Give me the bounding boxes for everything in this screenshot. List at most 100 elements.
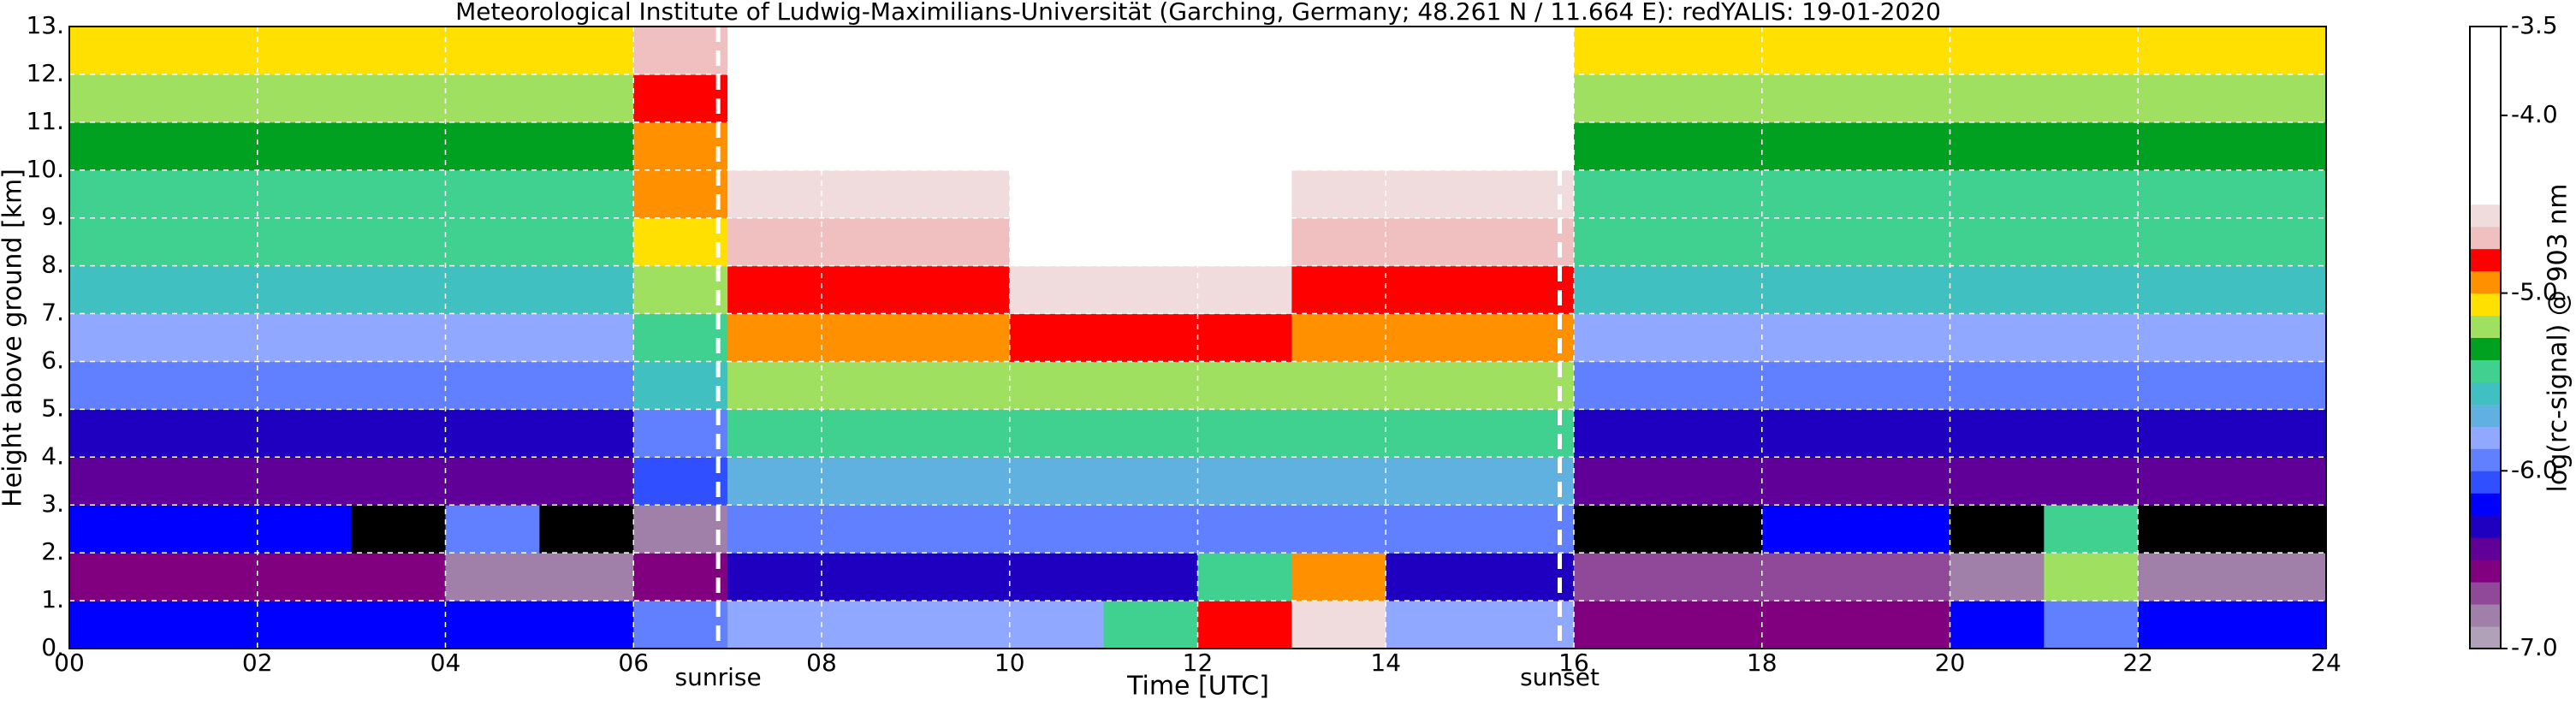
heat-cell [1574, 313, 1669, 362]
heat-cell [1197, 121, 1292, 171]
heat-cell [163, 217, 258, 267]
heat-cell [445, 601, 540, 649]
colorbar-tick-label: -4.0 [2511, 100, 2558, 128]
heat-cell [539, 121, 634, 171]
heat-cell [1950, 409, 2045, 458]
heat-cell [163, 121, 258, 171]
heat-cell [163, 409, 258, 458]
heat-cell [2232, 601, 2327, 649]
heat-cell [727, 601, 822, 649]
heat-cell [1667, 74, 1763, 123]
heat-cell [257, 313, 353, 362]
heat-cell [1197, 361, 1292, 410]
heat-cell [539, 505, 634, 554]
heat-cell [1103, 553, 1198, 601]
heat-cell [2138, 74, 2233, 123]
heat-cell [1009, 457, 1105, 506]
x-tick-label: 12 [1183, 649, 1214, 677]
heat-cell [1386, 27, 1481, 75]
heat-cell [2138, 217, 2233, 267]
colorbar-swatch [2470, 181, 2501, 205]
heat-cell [1950, 601, 2045, 649]
heat-cell [822, 505, 917, 554]
heat-cell [257, 505, 353, 554]
heat-cell [539, 409, 634, 458]
colorbar-swatch [2470, 115, 2501, 139]
heat-cell [2232, 505, 2327, 554]
heat-cell [1667, 553, 1763, 601]
heat-cell [445, 217, 540, 267]
heat-cell [2232, 265, 2327, 315]
colorbar-swatch [2470, 204, 2501, 228]
heat-cell [1574, 74, 1669, 123]
heat-cell [69, 265, 164, 315]
heat-cell [69, 409, 164, 458]
heat-cell [1197, 409, 1292, 458]
heat-cell [2044, 553, 2139, 601]
heat-cell [1574, 27, 1669, 75]
heat-cell [1291, 121, 1386, 171]
heat-cell [1009, 409, 1105, 458]
heat-cell [1386, 169, 1481, 219]
heat-cell [1761, 217, 1857, 267]
heat-cell [1761, 169, 1857, 219]
colorbar-label: log(rc-signal) @ 903 nm [2543, 184, 2573, 493]
heat-cell [1009, 553, 1105, 601]
heat-cell [2138, 169, 2233, 219]
y-tick-label: 5. [41, 394, 64, 422]
heat-cell [822, 74, 917, 123]
x-tick-label: 24 [2311, 649, 2342, 677]
colorbar-swatch [2470, 226, 2501, 250]
heat-cell [69, 217, 164, 267]
heat-cell [351, 121, 446, 171]
heat-cell [2138, 553, 2233, 601]
heat-cell [1950, 27, 2045, 75]
heat-cell [539, 74, 634, 123]
heat-cell [1950, 313, 2045, 362]
heat-cell [2044, 217, 2139, 267]
colorbar-tick-label: -5.0 [2511, 278, 2558, 306]
heat-cell [915, 505, 1011, 554]
heat-cell [1103, 361, 1198, 410]
heat-cell [1574, 601, 1669, 649]
heat-cell [727, 27, 822, 75]
heat-cell [1197, 217, 1292, 267]
heat-cell [445, 505, 540, 554]
heat-cell [351, 265, 446, 315]
x-tick-label: 04 [430, 649, 461, 677]
heat-cell [1291, 74, 1386, 123]
x-tick-label: 20 [1935, 649, 1966, 677]
heat-cell [163, 457, 258, 506]
heat-cell [1855, 553, 1950, 601]
heat-cell [1103, 409, 1198, 458]
heat-cell [727, 217, 822, 267]
heat-cell [257, 457, 353, 506]
heat-cell [2138, 505, 2233, 554]
heat-cell [1574, 265, 1669, 315]
heat-cell [727, 265, 822, 315]
y-tick-label: 3. [41, 489, 64, 518]
heat-cell [69, 313, 164, 362]
heat-cell [633, 553, 728, 601]
heat-cell [1009, 265, 1105, 315]
heat-cell [633, 409, 728, 458]
heat-cell [539, 313, 634, 362]
heat-cell [1574, 121, 1669, 171]
heat-cell [1197, 265, 1292, 315]
heat-cell [822, 553, 917, 601]
heat-cell [1667, 121, 1763, 171]
colorbar-swatch [2470, 270, 2501, 294]
heat-cell [1386, 553, 1481, 601]
colorbar-frame [2469, 26, 2502, 649]
heat-cell [2044, 457, 2139, 506]
heat-cell [163, 313, 258, 362]
heat-cell [633, 169, 728, 219]
heat-cell [1855, 27, 1950, 75]
heat-cell [1386, 505, 1481, 554]
colorbar-swatch [2470, 48, 2501, 72]
heat-cell [257, 169, 353, 219]
heat-cell [633, 601, 728, 649]
heat-cell [2044, 601, 2139, 649]
colorbar-swatch [2470, 604, 2501, 627]
heat-cell [2232, 217, 2327, 267]
